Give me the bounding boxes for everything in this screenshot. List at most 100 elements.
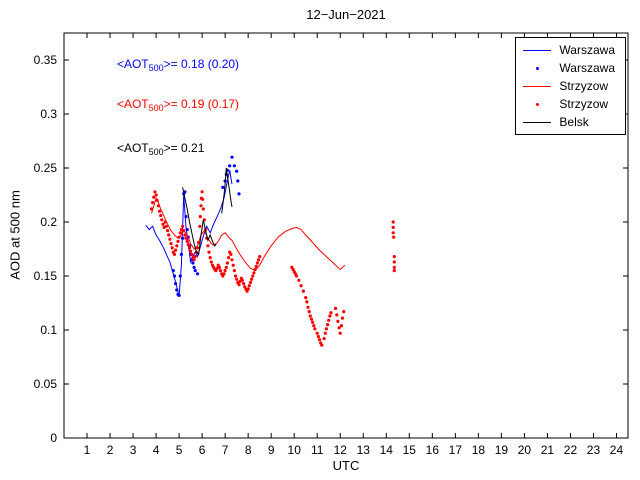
- strzyzow-points-marker: [297, 278, 301, 282]
- strzyzow-points-marker: [251, 274, 255, 278]
- warszawa-points-marker: [195, 272, 200, 276]
- line-swatch: [523, 121, 552, 123]
- strzyzow-points-marker: [168, 237, 172, 241]
- annotation-text-sub: 500: [148, 63, 164, 74]
- strzyzow-points-marker: [391, 231, 395, 235]
- annotation-text-pre: <AOT: [116, 140, 149, 155]
- strzyzow-points-marker: [159, 213, 163, 218]
- strzyzow-points-marker: [328, 314, 332, 318]
- legend-label: Warszawa: [559, 43, 615, 57]
- strzyzow-points-marker: [184, 236, 188, 240]
- strzyzow-points-marker: [182, 229, 186, 233]
- y-tick-label: 0.3: [40, 107, 57, 121]
- strzyzow-points-marker: [307, 310, 311, 314]
- warszawa-points-marker: [236, 179, 240, 183]
- strzyzow-points-marker: [161, 222, 165, 226]
- strzyzow-points-marker: [153, 190, 157, 194]
- strzyzow-points-marker: [255, 261, 259, 265]
- x-tick-label: 16: [426, 443, 440, 457]
- strzyzow-points-marker: [197, 240, 201, 245]
- x-tick-label: 23: [587, 443, 601, 457]
- strzyzow-points-marker: [181, 224, 185, 228]
- strzyzow-points-marker: [240, 278, 244, 282]
- strzyzow-points-marker: [315, 331, 319, 335]
- strzyzow-points-marker: [252, 271, 256, 275]
- warszawa-points-marker: [192, 265, 196, 269]
- warszawa-points-marker: [181, 236, 185, 240]
- strzyzow-points-marker: [193, 255, 197, 259]
- strzyzow-points-marker: [253, 267, 257, 272]
- warszawa-points-marker: [184, 215, 188, 219]
- annotation-text-post: >= 0.19 (0.17): [163, 97, 240, 112]
- strzyzow-points-marker: [305, 300, 309, 304]
- legend-line-sample-icon: [521, 85, 553, 87]
- strzyzow-points-marker: [308, 314, 312, 318]
- strzyzow-points-marker: [172, 252, 177, 256]
- strzyzow-points-marker: [235, 277, 239, 281]
- x-tick-label: 13: [357, 443, 371, 457]
- strzyzow-points-marker: [391, 225, 395, 229]
- y-tick-label: 0: [50, 431, 57, 445]
- belsk-line-2-path: [221, 167, 233, 214]
- legend-item-1: Warszawa: [521, 59, 615, 77]
- strzyzow-points-marker: [151, 201, 155, 205]
- strzyzow-points-marker: [336, 319, 340, 323]
- strzyzow-points-marker: [392, 255, 396, 259]
- x-tick-label: 21: [541, 443, 555, 457]
- strzyzow-points-marker: [299, 284, 303, 288]
- line-swatch: [523, 49, 552, 51]
- legend-label: Belsk: [559, 115, 589, 129]
- strzyzow-line-path: [151, 196, 346, 272]
- x-tick-label: 8: [245, 443, 252, 457]
- warszawa-points-marker: [193, 269, 197, 273]
- warszawa-points-marker: [175, 288, 179, 292]
- strzyzow-points-marker: [199, 204, 203, 208]
- legend-label: Warszawa: [559, 61, 615, 75]
- dot-swatch: [535, 66, 539, 70]
- strzyzow-points-marker: [207, 250, 211, 254]
- strzyzow-points-marker: [250, 277, 254, 281]
- strzyzow-points-marker: [224, 265, 228, 269]
- x-tick-label: 12: [334, 443, 348, 457]
- series-belsk-line-2: [221, 167, 233, 214]
- strzyzow-points-marker: [392, 265, 396, 269]
- series-belsk-line-1: [182, 187, 217, 256]
- strzyzow-points-marker: [326, 323, 330, 327]
- annotation-strzyzow-mean: <AOT500>= 0.19 (0.17): [117, 97, 239, 113]
- x-axis-label: UTC: [332, 458, 360, 473]
- x-tick-label: 5: [176, 443, 183, 457]
- strzyzow-points-marker: [169, 242, 173, 246]
- strzyzow-points-marker: [301, 289, 305, 293]
- strzyzow-points-marker: [306, 305, 310, 309]
- x-tick-label: 18: [472, 443, 486, 457]
- strzyzow-points-marker: [256, 258, 261, 262]
- x-tick-label: 4: [153, 443, 160, 457]
- x-tick-label: 2: [107, 443, 114, 457]
- strzyzow-points-marker: [339, 324, 343, 328]
- annotation-warszawa-mean: <AOT500>= 0.18 (0.20): [117, 57, 239, 73]
- strzyzow-points-marker: [225, 261, 229, 265]
- strzyzow-points-marker: [177, 235, 181, 239]
- strzyzow-points-marker: [186, 243, 190, 247]
- belsk-line-1-path: [182, 187, 217, 256]
- legend-item-2: Strzyzow: [521, 77, 615, 95]
- strzyzow-points-marker: [175, 244, 179, 248]
- strzyzow-points-marker: [320, 343, 324, 347]
- strzyzow-points-marker: [156, 204, 160, 208]
- y-tick-label: 0.15: [34, 269, 58, 283]
- warszawa-points-marker: [232, 164, 236, 168]
- y-tick-label: 0.05: [34, 377, 58, 391]
- warszawa-points-marker: [230, 155, 234, 159]
- strzyzow-points-marker: [247, 284, 251, 288]
- warszawa-points-marker: [178, 274, 182, 278]
- warszawa-points-marker: [235, 169, 239, 173]
- strzyzow-points-marker: [231, 263, 235, 267]
- strzyzow-points-marker: [218, 269, 223, 273]
- strzyzow-points-marker: [208, 256, 212, 260]
- legend-dot-sample-icon: [521, 102, 553, 106]
- strzyzow-points-marker: [322, 337, 326, 341]
- annotation-text-post: >= 0.18 (0.20): [163, 57, 240, 72]
- strzyzow-points-marker: [323, 331, 327, 335]
- strzyzow-points-marker: [198, 215, 202, 219]
- annotation-text-post: >= 0.21: [163, 140, 205, 155]
